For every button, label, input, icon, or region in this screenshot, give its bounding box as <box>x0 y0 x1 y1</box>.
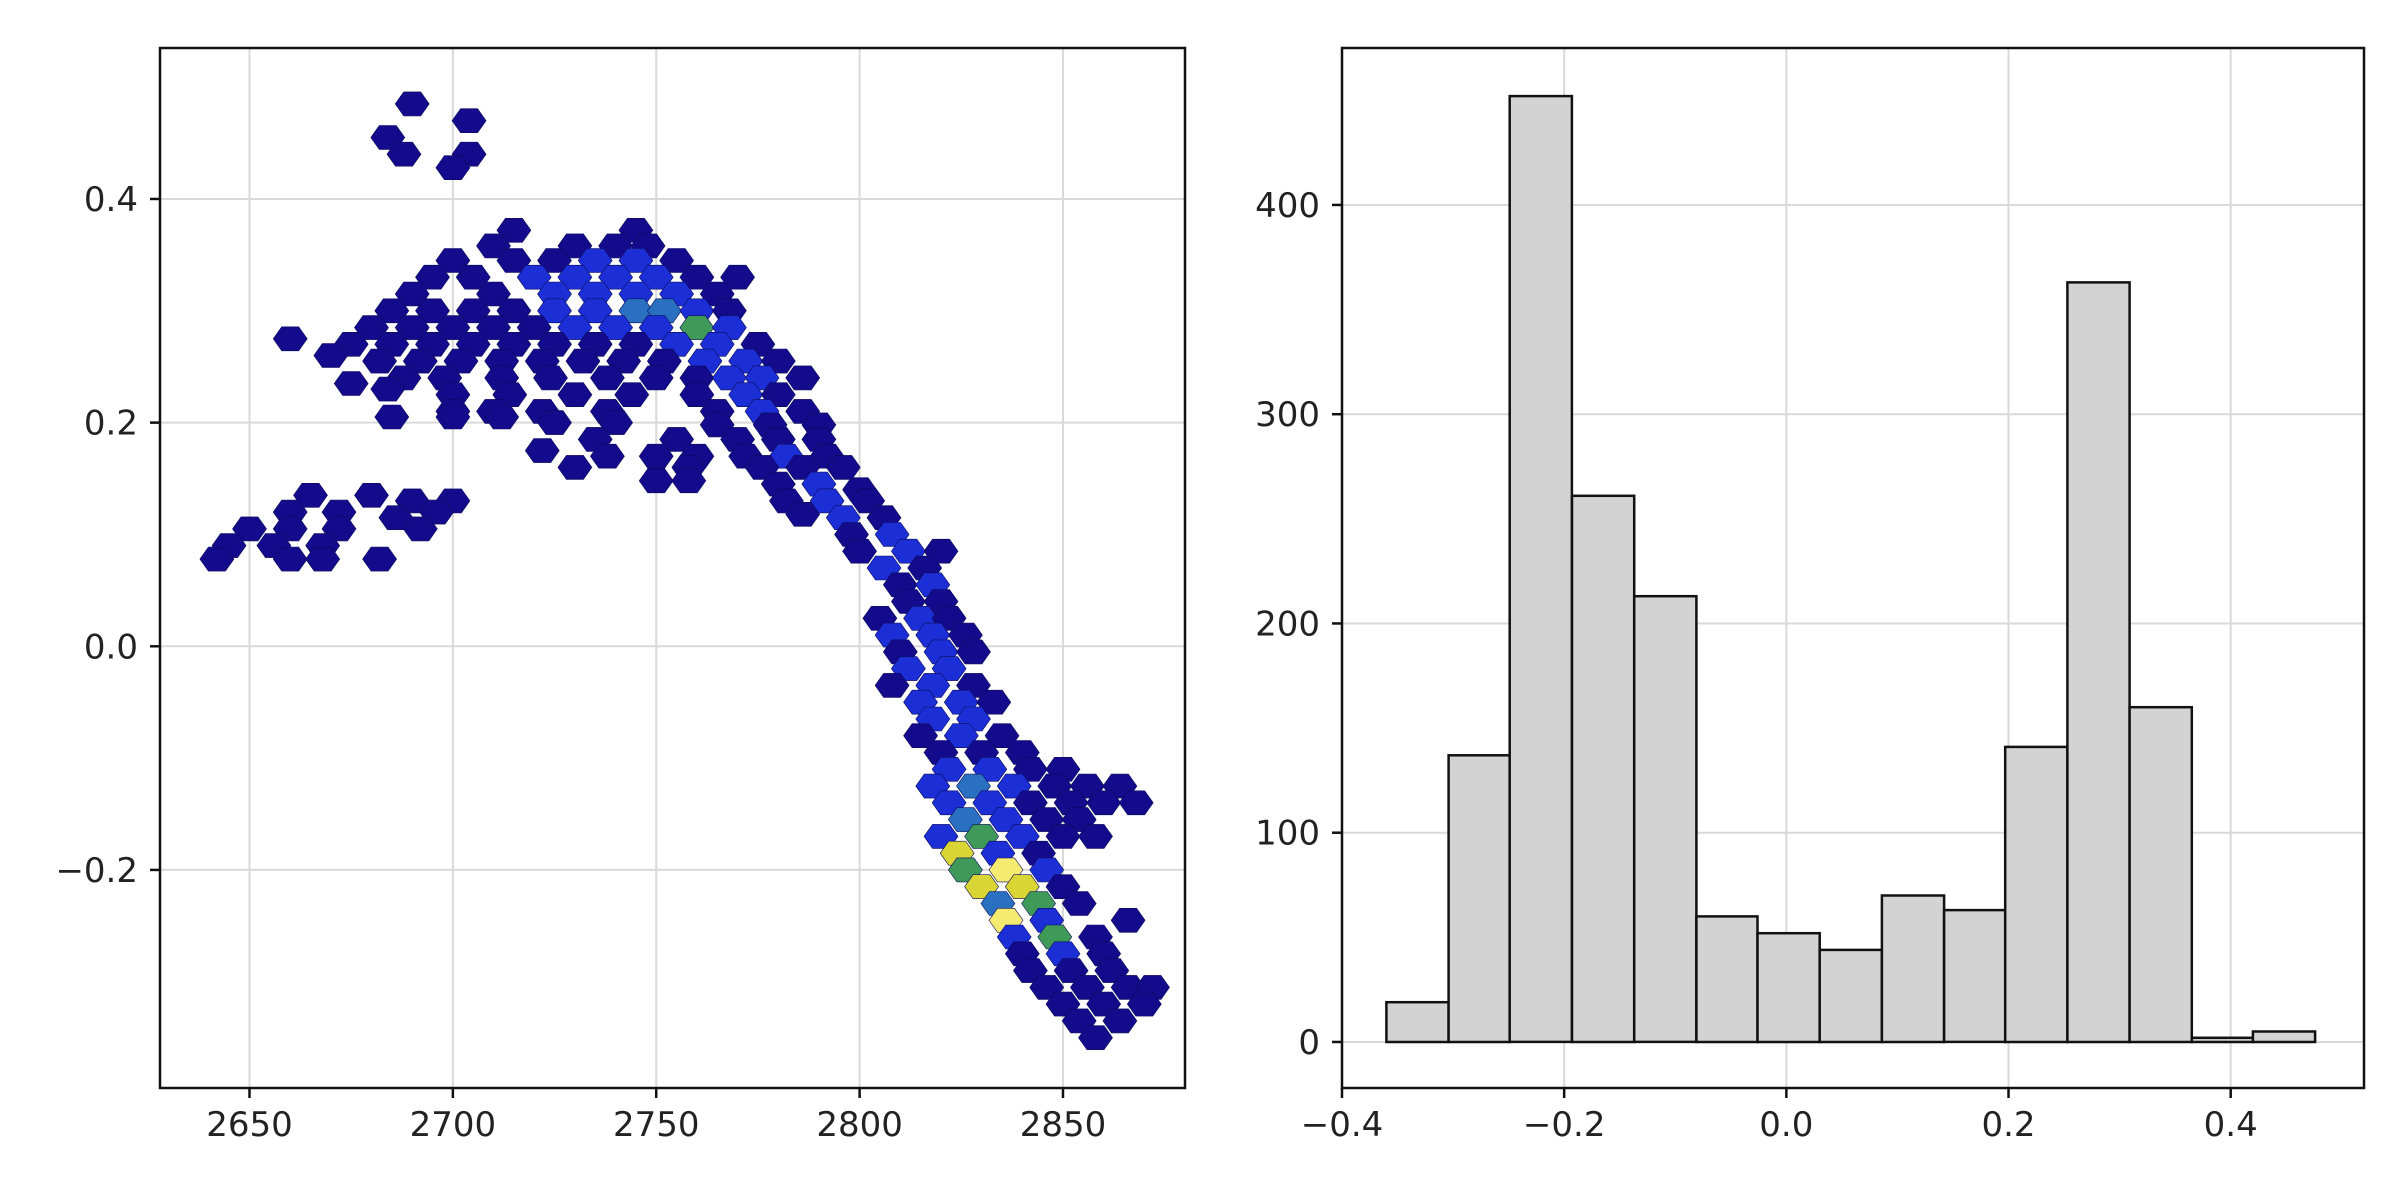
histogram-y-tick-label: 0 <box>1298 1023 1320 1063</box>
hexbin-grid <box>160 48 1185 1088</box>
hexbin-cell <box>313 343 349 368</box>
hexbin-x-tick-label: 2750 <box>613 1105 700 1145</box>
hexbin-cell <box>484 404 520 430</box>
hexbin-cell <box>679 382 715 408</box>
hexbin-cell <box>354 482 389 508</box>
hexbin-cell <box>590 443 625 469</box>
hexbin-cell <box>638 365 674 391</box>
hexbin-cell <box>557 455 593 480</box>
hexbin-cell <box>1078 824 1113 849</box>
hexbin-cell <box>370 376 406 402</box>
hexbin-cell <box>874 673 910 698</box>
histogram-bar <box>2251 1030 2317 1044</box>
histogram-bar <box>1818 948 1884 1044</box>
hexbin-cell <box>402 516 438 542</box>
hexbin-cell <box>671 468 707 494</box>
histogram-bar <box>1756 931 1821 1044</box>
histogram-x-tick-label: 0.0 <box>1759 1105 1813 1145</box>
hexbin-cell <box>638 468 674 494</box>
hexbin-cell <box>451 108 487 133</box>
hexbin-cell <box>394 91 430 117</box>
hexbin-cell <box>785 365 821 391</box>
hexbin-cells <box>199 91 1170 1050</box>
hexbin-cell <box>496 248 532 273</box>
histogram-bars <box>1385 94 2317 1044</box>
histogram-bar <box>1695 915 1759 1044</box>
hexbin-y-tick-label: −0.2 <box>55 851 138 891</box>
hexbin-cell <box>1078 1025 1113 1050</box>
histogram-bar <box>1447 754 1511 1044</box>
hexbin-cell <box>614 382 650 408</box>
histogram-bar <box>1570 494 1636 1044</box>
hexbin-cell <box>305 546 341 572</box>
hexbin-cell <box>386 141 422 167</box>
hexbin-cell <box>435 155 471 180</box>
histogram-bar <box>2003 745 2069 1044</box>
hexbin-x-tick-label: 2800 <box>816 1105 903 1145</box>
histogram-bar <box>2128 705 2194 1044</box>
histogram-bar <box>1385 1000 1450 1044</box>
histogram-x-tick-label: 0.2 <box>1981 1105 2035 1145</box>
hexbin-cell <box>842 538 877 564</box>
histogram-bar <box>1508 94 1574 1044</box>
hexbin-cell <box>533 365 568 391</box>
hexbin-panel: 2650 2700 2750 2800 2850 −0.2 0.0 0.2 0.4 <box>55 46 1187 1145</box>
hexbin-cell <box>455 264 491 290</box>
histogram-x-tick-label: −0.2 <box>1523 1105 1606 1145</box>
hexbin-cell <box>374 404 410 430</box>
hexbin-cell <box>1118 790 1154 816</box>
hexbin-y-tick-label: 0.4 <box>84 180 138 220</box>
hexbin-cell <box>524 438 560 463</box>
hexbin-cell <box>516 264 552 290</box>
histogram-y-tick-label: 200 <box>1255 604 1320 644</box>
hexbin-cell <box>476 233 511 259</box>
histogram-x-tick-label: 0.4 <box>2204 1105 2258 1145</box>
histogram-bar <box>2190 1036 2255 1044</box>
histogram-y-tick-label: 100 <box>1255 814 1320 854</box>
hexbin-cell <box>362 546 397 572</box>
hexbin-cell <box>590 365 625 391</box>
histogram-panel: −0.4 −0.2 0.0 0.2 0.4 0 100 200 300 400 <box>1255 46 2366 1145</box>
hexbin-cell <box>1061 891 1097 916</box>
hexbin-axes-frame <box>158 46 1187 1090</box>
hexbin-ticks: 2650 2700 2750 2800 2850 −0.2 0.0 0.2 0.4 <box>55 180 1106 1145</box>
hexbin-cell <box>785 501 821 527</box>
hexbin-cell <box>272 326 308 352</box>
histogram-axes-frame <box>1340 46 2366 1090</box>
hexbin-cell <box>825 455 861 480</box>
hexbin-cell <box>956 639 991 665</box>
hexbin-cell <box>362 348 397 374</box>
histogram-bar <box>2066 281 2131 1044</box>
hexbin-y-tick-label: 0.0 <box>84 627 138 667</box>
hexbin-cell <box>903 723 938 749</box>
hexbin-cell <box>199 546 235 572</box>
histogram-bar <box>1942 908 2007 1044</box>
histogram-y-tick-label: 300 <box>1255 395 1320 435</box>
hexbin-cell <box>557 382 593 408</box>
histogram-y-tick-label: 400 <box>1255 186 1320 226</box>
hexbin-cell <box>435 404 471 430</box>
histogram-x-tick-label: −0.4 <box>1301 1105 1384 1145</box>
hexbin-cell <box>638 443 674 469</box>
hexbin-cell <box>565 348 601 374</box>
hexbin-x-tick-label: 2700 <box>410 1105 497 1145</box>
hexbin-cell <box>1126 991 1162 1017</box>
histogram-ticks: −0.4 −0.2 0.0 0.2 0.4 0 100 200 300 400 <box>1255 186 2258 1145</box>
hexbin-x-tick-label: 2650 <box>206 1105 293 1145</box>
hexbin-y-tick-label: 0.2 <box>84 404 138 444</box>
hexbin-cell <box>1102 1008 1138 1034</box>
hexbin-cell <box>537 410 572 435</box>
histogram-bar <box>1880 894 1946 1044</box>
hexbin-cell <box>699 412 735 438</box>
hexbin-cell <box>1110 907 1146 933</box>
hexbin-x-tick-label: 2850 <box>1020 1105 1107 1145</box>
hexbin-cell <box>333 371 369 396</box>
histogram-bar <box>1632 594 1698 1044</box>
